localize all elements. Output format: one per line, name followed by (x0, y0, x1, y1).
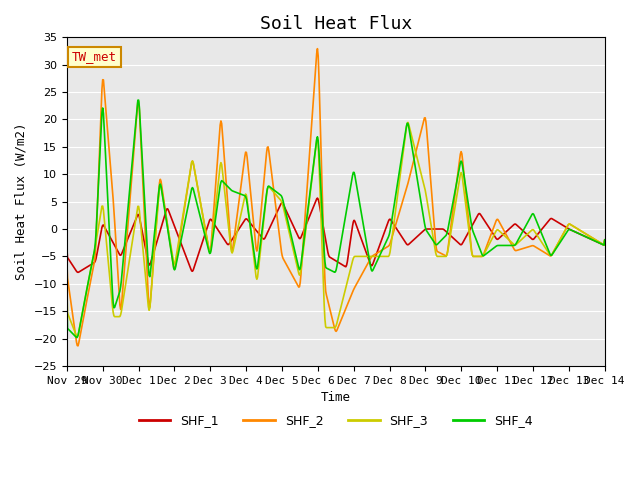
SHF_3 (601, 237, 609, 243)
SHF_4 (419, 206, 426, 212)
SHF_2 (314, 46, 321, 51)
SHF_2 (212, 181, 220, 187)
SHF_4 (129, 154, 136, 160)
SHF_3 (419, 175, 426, 180)
Line: SHF_4: SHF_4 (67, 100, 605, 337)
Y-axis label: Soil Heat Flux (W/m2): Soil Heat Flux (W/m2) (15, 123, 28, 280)
SHF_2 (129, 163, 136, 168)
SHF_3 (212, 204, 220, 209)
SHF_4 (73, 335, 81, 340)
SHF_1 (63, 245, 70, 251)
SHF_4 (135, 97, 143, 103)
SHF_4 (184, 204, 192, 209)
SHF_4 (403, 123, 410, 129)
SHF_3 (184, 186, 191, 192)
SHF_3 (63, 282, 70, 288)
SHF_1 (419, 229, 426, 235)
SHF_1 (129, 224, 136, 230)
Line: SHF_3: SHF_3 (67, 122, 605, 336)
Title: Soil Heat Flux: Soil Heat Flux (260, 15, 412, 33)
SHF_2 (419, 124, 426, 130)
SHF_2 (403, 186, 410, 192)
SHF_4 (601, 237, 609, 243)
Text: TW_met: TW_met (72, 50, 117, 63)
SHF_1 (74, 269, 82, 275)
SHF_2 (63, 257, 70, 263)
SHF_2 (184, 187, 191, 193)
SHF_3 (74, 334, 81, 339)
SHF_1 (601, 237, 609, 243)
SHF_4 (63, 292, 70, 298)
SHF_3 (129, 237, 136, 242)
SHF_1 (73, 268, 81, 274)
SHF_4 (212, 209, 220, 215)
SHF_4 (74, 335, 81, 340)
SHF_2 (73, 339, 81, 345)
Line: SHF_1: SHF_1 (67, 198, 605, 272)
SHF_1 (403, 241, 410, 247)
SHF_1 (212, 224, 220, 229)
SHF_3 (404, 120, 412, 125)
SHF_1 (184, 257, 191, 263)
SHF_1 (314, 195, 321, 201)
SHF_2 (601, 237, 609, 243)
Legend: SHF_1, SHF_2, SHF_3, SHF_4: SHF_1, SHF_2, SHF_3, SHF_4 (134, 409, 538, 432)
X-axis label: Time: Time (321, 391, 351, 404)
SHF_3 (73, 333, 81, 339)
SHF_3 (402, 130, 410, 136)
Line: SHF_2: SHF_2 (67, 48, 605, 346)
SHF_2 (74, 343, 82, 349)
